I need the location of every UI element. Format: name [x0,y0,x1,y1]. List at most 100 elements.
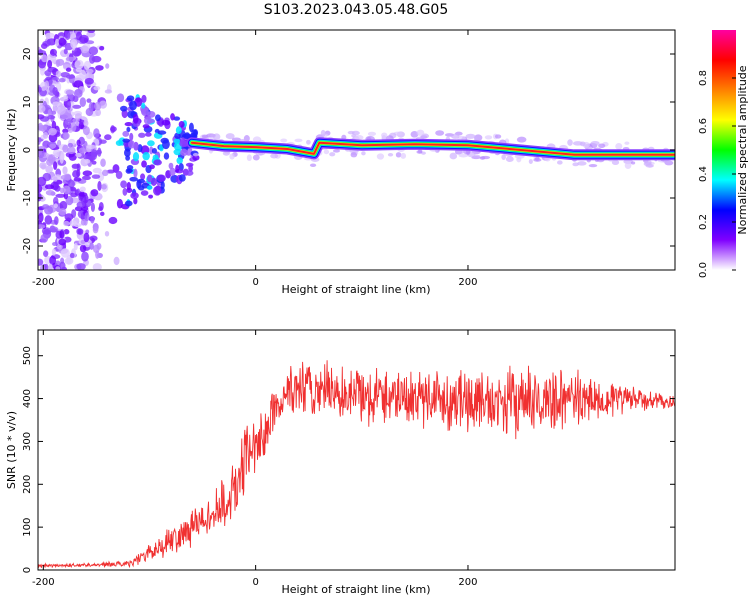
scatter-cell [124,200,133,207]
halo-cell [323,149,330,155]
halo-cell [450,133,460,139]
noise-cell [51,248,57,256]
scatter-cell [126,168,133,173]
scatter-cell [161,119,171,126]
scatter-cell [149,164,155,170]
noise-cell [110,126,117,132]
spectrogram-y-tick-label: 0 [22,147,33,153]
noise-cell [67,142,74,148]
colorbar-tick-label: 0.2 [698,214,709,230]
snr-y-tick-label: 0 [22,567,33,573]
noise-cell [83,60,91,71]
noise-cell [59,200,68,211]
scatter-cell [160,181,165,189]
noise-cell [40,67,45,76]
noise-cell [89,242,94,250]
snr-series-line [38,360,675,569]
scatter-cell [145,132,152,137]
halo-cell [572,162,579,167]
noise-cell [85,107,94,117]
noise-cell [60,151,65,161]
scatter-cell [133,197,138,205]
noise-cell [38,114,45,120]
halo-cell [598,143,606,149]
noise-cell [97,147,102,157]
noise-cell [38,192,42,202]
scatter-cell [174,132,181,139]
spectrogram-x-ticks: -200 0 200 [32,30,478,288]
halo-cell [361,151,366,156]
noise-cell [75,67,82,73]
noise-cell [38,224,46,229]
noise-cell [39,162,47,169]
spectrogram-y-tick-label: -20 [22,238,33,254]
noise-cell [65,195,74,206]
scatter-cell [173,148,183,156]
noise-cell [67,146,76,155]
scatter-cell [122,138,131,143]
noise-cell [101,169,109,177]
noise-cell [38,104,46,113]
noise-cell [83,154,89,160]
noise-cell [80,45,89,54]
halo-cell [210,133,216,138]
noise-cell [58,208,67,216]
halo-cell [400,152,407,159]
noise-cell [104,134,112,141]
noise-cell [91,174,101,179]
scatter-cell [188,122,194,133]
halo-cell [556,160,563,165]
scatter-cell [115,170,123,180]
noise-cell [52,241,58,247]
scatter-cell [120,105,128,112]
snr-panel: -200 0 200 0 100 200 300 400 500 Height of stra… [5,329,676,596]
scatter-cell [148,194,154,199]
noise-cell [55,70,62,78]
scatter-cell [142,124,150,129]
noise-cell [108,216,118,225]
scatter-cell [132,152,140,162]
noise-cell [89,235,98,242]
noise-cell [90,202,95,212]
halo-cell [624,141,630,145]
noise-cell [81,251,89,262]
colorbar-ticks: 0.0 0.2 0.4 0.6 0.8 [698,70,736,278]
scatter-cell [138,132,146,138]
scatter-cell [129,132,134,141]
halo-cell [329,152,336,157]
noise-cell [53,176,58,182]
noise-cell [65,67,72,72]
scatter-cell [150,177,157,187]
halo-cell [577,161,587,166]
noise-cell [49,48,58,56]
noise-cell [83,232,90,243]
scatter-cell [170,113,175,121]
noise-cell [73,80,84,88]
halo-cell [354,134,364,140]
noise-cell [38,148,45,159]
noise-cell [113,256,120,266]
snr-y-axis-label: SNR (10 * v/v) [5,411,18,489]
noise-cell [59,230,65,239]
scatter-cell [146,185,153,190]
scatter-cell [163,152,170,160]
noise-cell [74,59,84,70]
spectrogram-plot-area [38,30,675,270]
noise-cell [64,257,74,265]
noise-cell [72,170,80,178]
halo-cell [309,163,317,168]
noise-cell [73,88,83,98]
noise-cell [38,212,44,223]
noise-cell [47,108,52,117]
noise-cell [38,184,43,193]
noise-cell [63,95,68,100]
noise-cell [44,70,52,77]
noise-cell [70,121,77,132]
snr-y-ticks: 0 100 200 300 400 500 [22,346,675,573]
noise-cell [48,127,57,136]
halo-cell [222,151,231,156]
halo-cell [350,152,358,158]
noise-cell [80,219,87,226]
noise-cell [69,252,75,259]
scatter-cell [151,147,157,154]
